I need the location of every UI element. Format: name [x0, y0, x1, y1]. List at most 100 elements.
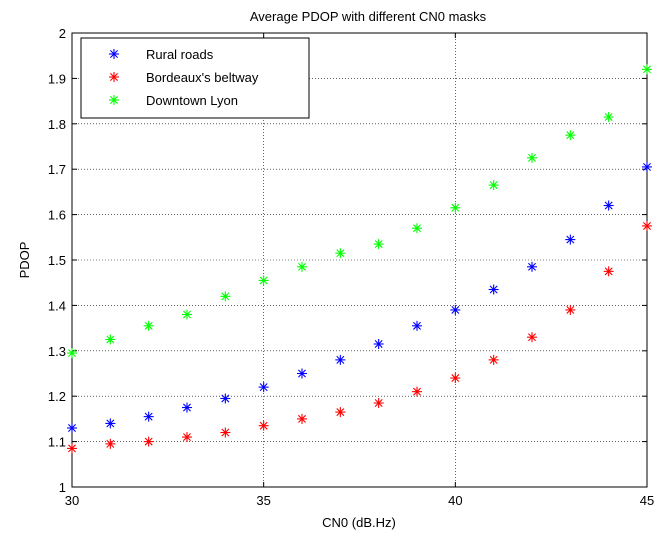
data-point: [297, 413, 307, 424]
marker-stroke: [451, 305, 460, 314]
y-tick-label: 1.3: [48, 344, 66, 359]
x-tick-label: 40: [448, 493, 462, 508]
marker-stroke: [144, 412, 153, 421]
chart-title: Average PDOP with different CN0 masks: [250, 9, 487, 24]
data-point: [373, 338, 384, 349]
y-tick-label: 1.2: [48, 389, 66, 404]
x-tick-label: 35: [256, 493, 270, 508]
marker-stroke: [298, 262, 306, 271]
marker-stroke: [413, 321, 421, 330]
data-point: [373, 239, 384, 250]
legend-label: Rural roads: [146, 47, 214, 62]
marker-stroke: [374, 240, 383, 249]
marker-stroke: [413, 387, 421, 396]
data-point: [220, 291, 231, 302]
data-points: [67, 64, 652, 454]
data-point: [105, 334, 116, 345]
data-point: [258, 420, 269, 431]
legend-entry: Rural roads: [109, 47, 214, 62]
marker-stroke: [528, 153, 536, 162]
legend-marker: [109, 72, 119, 82]
marker-stroke: [259, 276, 268, 285]
y-tick-label: 1.7: [48, 162, 66, 177]
data-point: [565, 130, 576, 141]
marker-stroke: [566, 305, 575, 314]
legend-marker: [109, 95, 119, 105]
data-point: [450, 373, 461, 384]
marker-stroke: [183, 403, 191, 412]
data-point: [220, 427, 231, 438]
marker-stroke: [643, 65, 651, 74]
marker-stroke: [259, 421, 268, 430]
y-tick-label: 1: [59, 480, 66, 495]
data-point: [412, 386, 422, 397]
marker-stroke: [68, 349, 76, 358]
marker-stroke: [336, 355, 345, 364]
marker-stroke: [110, 73, 118, 81]
marker-stroke: [451, 203, 460, 212]
data-point: [220, 393, 231, 404]
data-point: [297, 368, 307, 379]
series-0: [67, 161, 652, 433]
y-tick-label: 1.1: [48, 435, 66, 450]
data-point: [67, 348, 77, 359]
data-point: [488, 354, 499, 365]
data-point: [488, 180, 499, 191]
y-tick-label: 2: [59, 26, 66, 41]
data-point: [527, 152, 537, 163]
data-point: [258, 382, 269, 393]
legend-label: Bordeaux's beltway: [146, 70, 259, 85]
marker-stroke: [144, 437, 153, 446]
marker-stroke: [221, 394, 230, 403]
marker-stroke: [68, 423, 76, 432]
data-point: [642, 161, 652, 172]
legend: Rural roads Bordeaux's beltway Downtown Ly…: [80, 37, 310, 119]
data-point: [603, 200, 614, 211]
marker-stroke: [374, 399, 383, 407]
marker-stroke: [489, 355, 498, 364]
marker-stroke: [643, 221, 651, 230]
data-point: [67, 422, 77, 433]
data-point: [335, 407, 346, 418]
marker-stroke: [528, 262, 536, 271]
y-tick-label: 1.9: [48, 71, 66, 86]
data-point: [412, 320, 422, 331]
marker-stroke: [604, 113, 613, 121]
marker-stroke: [413, 224, 421, 233]
marker-stroke: [451, 374, 460, 383]
y-tick-label: 1.8: [48, 117, 66, 132]
legend-entry: Bordeaux's beltway: [109, 70, 259, 85]
marker-stroke: [566, 235, 575, 244]
data-point: [642, 64, 652, 75]
marker-stroke: [566, 131, 575, 140]
series-1: [67, 220, 652, 454]
axis-ticks: 1 1.1 1.2 1.3 1.4 1.5 1.6 1.7 1.8 1.9 2 30 35 40 45: [48, 26, 654, 508]
data-point: [143, 320, 154, 331]
series-2: [67, 64, 652, 359]
data-point: [182, 432, 192, 443]
data-point: [335, 248, 346, 259]
marker-stroke: [106, 335, 115, 344]
data-point: [105, 438, 116, 449]
data-point: [565, 304, 576, 315]
marker-stroke: [183, 433, 191, 442]
data-point: [258, 275, 269, 286]
marker-stroke: [259, 383, 268, 392]
x-tick-label: 45: [640, 493, 654, 508]
marker-stroke: [298, 369, 306, 378]
data-point: [335, 354, 346, 365]
marker-stroke: [374, 340, 383, 348]
data-point: [182, 309, 192, 320]
marker-stroke: [106, 439, 115, 448]
marker-stroke: [183, 310, 191, 319]
data-point: [565, 234, 576, 245]
data-point: [450, 304, 461, 315]
data-point: [527, 332, 537, 343]
marker-stroke: [110, 96, 118, 104]
marker-stroke: [604, 267, 613, 276]
marker-stroke: [643, 162, 651, 171]
data-point: [527, 261, 537, 272]
marker-stroke: [489, 285, 498, 294]
data-point: [182, 402, 192, 413]
